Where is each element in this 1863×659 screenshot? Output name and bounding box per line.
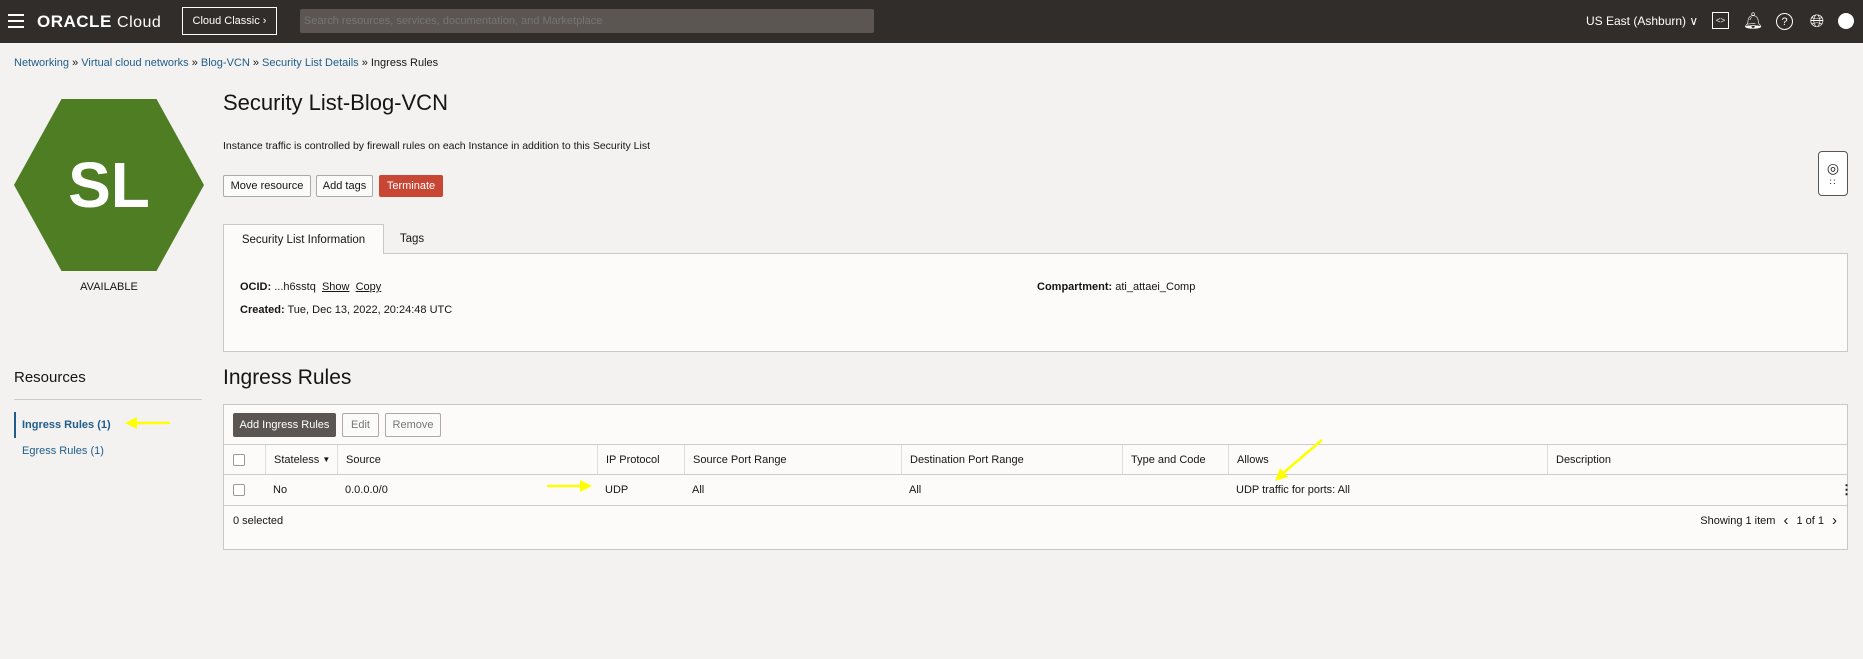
- resources-title: Resources: [14, 369, 86, 386]
- cell-description: [1547, 475, 1555, 505]
- row-actions-kebab-icon[interactable]: ⋮: [1840, 482, 1853, 497]
- column-source-port-range: Source Port Range: [684, 445, 901, 474]
- ocid-value: ...h6sstq: [274, 281, 316, 293]
- add-tags-button[interactable]: Add tags: [316, 175, 373, 197]
- help-icon[interactable]: ?: [1776, 13, 1793, 30]
- user-profile-icon[interactable]: [1838, 13, 1854, 29]
- sidebar-item-ingress-rules[interactable]: Ingress Rules (1): [14, 412, 111, 438]
- show-ocid-link[interactable]: Show: [321, 281, 350, 293]
- ingress-rules-table-panel: Add Ingress Rules Edit Remove Stateless …: [223, 404, 1853, 550]
- cell-allows: UDP traffic for ports: All: [1236, 484, 1350, 496]
- description: Instance traffic is controlled by firewa…: [223, 140, 651, 152]
- breadcrumb-current: Ingress Rules: [370, 57, 439, 69]
- language-globe-icon[interactable]: 🌐︎: [1809, 10, 1825, 31]
- add-ingress-rules-button[interactable]: Add Ingress Rules: [233, 413, 336, 437]
- copy-ocid-link[interactable]: Copy: [355, 281, 382, 293]
- column-destination-port-range: Destination Port Range: [901, 445, 1122, 474]
- next-page-icon[interactable]: ›: [1832, 512, 1837, 529]
- oracle-cloud-logo[interactable]: ORACLE Cloud: [37, 12, 162, 31]
- search-input[interactable]: [300, 9, 874, 33]
- created-value: Tue, Dec 13, 2022, 20:24:48 UTC: [287, 304, 453, 316]
- page-title: Security List-Blog-VCN: [223, 90, 448, 115]
- breadcrumb: Networking » Virtual cloud networks » Bl…: [14, 57, 439, 69]
- showing-count: Showing 1 item: [1700, 514, 1776, 527]
- remove-button[interactable]: Remove: [385, 413, 441, 437]
- breadcrumb-vcns[interactable]: Virtual cloud networks: [81, 57, 189, 69]
- column-stateless[interactable]: Stateless ▼: [265, 445, 337, 474]
- top-bar: ORACLE Cloud Cloud Classic › US East (As…: [0, 0, 1863, 43]
- hamburger-menu-icon[interactable]: [8, 14, 24, 28]
- move-resource-button[interactable]: Move resource: [223, 175, 311, 197]
- tab-security-list-information[interactable]: Security List Information: [223, 224, 384, 254]
- sort-down-icon: ▼: [322, 455, 331, 464]
- column-ip-protocol: IP Protocol: [597, 445, 684, 474]
- breadcrumb-security-list-details[interactable]: Security List Details: [262, 57, 359, 69]
- column-type-and-code: Type and Code: [1122, 445, 1228, 474]
- page-indicator: 1 of 1: [1796, 514, 1824, 527]
- cell-source-port-range: All: [692, 484, 705, 496]
- cell-ip-protocol: UDP: [605, 484, 629, 496]
- info-panel: OCID: ...h6sstq Show Copy Created: Tue, …: [223, 253, 1848, 352]
- table-header-row: Stateless ▼ Source IP Protocol Source Po…: [224, 444, 1847, 475]
- cloud-classic-button[interactable]: Cloud Classic ›: [182, 7, 277, 35]
- select-all-checkbox[interactable]: [233, 453, 245, 466]
- table-row: No 0.0.0.0/0 UDP All All UDP traffic for…: [224, 475, 1853, 506]
- terminate-button[interactable]: Terminate: [379, 175, 443, 197]
- column-allows: Allows: [1228, 445, 1547, 474]
- selected-count: 0 selected: [233, 515, 284, 527]
- cell-stateless: No: [273, 484, 288, 496]
- status-label: AVAILABLE: [80, 281, 138, 293]
- breadcrumb-networking[interactable]: Networking: [14, 57, 70, 69]
- breadcrumb-blog-vcn[interactable]: Blog-VCN: [200, 57, 250, 69]
- grid-icon: ∷: [1829, 176, 1837, 187]
- row-checkbox[interactable]: [233, 484, 245, 496]
- help-widget[interactable]: ◎ ∷: [1818, 151, 1848, 196]
- column-description: Description: [1547, 445, 1847, 474]
- resource-hexagon-badge: SL: [14, 99, 204, 271]
- ingress-rules-title: Ingress Rules: [223, 366, 352, 389]
- cell-source: 0.0.0.0/0: [345, 484, 388, 496]
- notifications-bell-icon[interactable]: 🔔︎: [1742, 13, 1764, 30]
- region-selector[interactable]: US East (Ashburn) ∨: [1586, 14, 1699, 28]
- divider: [14, 399, 202, 400]
- cell-type-and-code: [1122, 475, 1130, 505]
- column-source: Source: [337, 445, 597, 474]
- code-editor-icon[interactable]: <>: [1712, 12, 1729, 29]
- cell-destination-port-range: All: [909, 484, 922, 496]
- compartment-value: ati_attaei_Comp: [1115, 281, 1196, 293]
- lifebuoy-icon: ◎: [1826, 159, 1840, 176]
- sidebar-item-egress-rules[interactable]: Egress Rules (1): [22, 445, 104, 457]
- prev-page-icon[interactable]: ‹: [1783, 512, 1789, 529]
- edit-button[interactable]: Edit: [342, 413, 379, 437]
- tab-tags[interactable]: Tags: [399, 232, 425, 245]
